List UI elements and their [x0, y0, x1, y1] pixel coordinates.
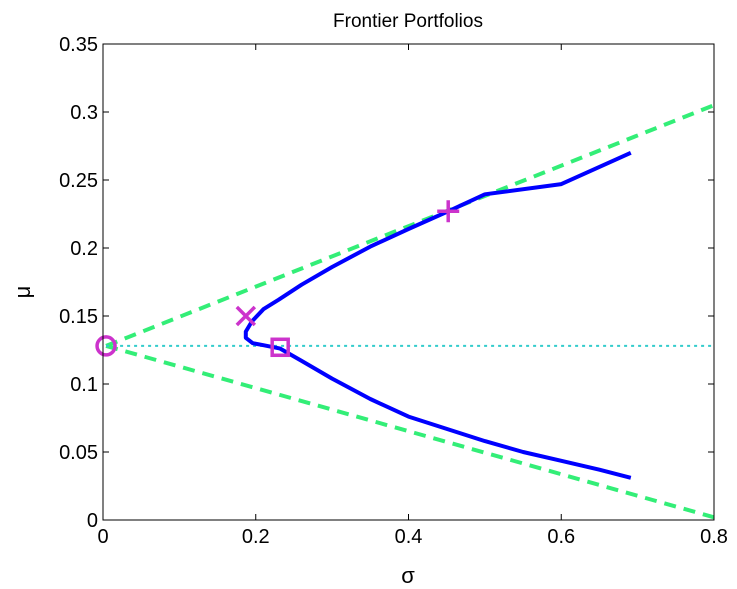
x-axis-label: σ — [401, 563, 415, 588]
x-tick-label: 0.4 — [395, 526, 423, 548]
y-tick-label: 0.25 — [59, 170, 98, 192]
y-tick-label: 0.3 — [70, 102, 98, 124]
series-solid-line — [243, 150, 632, 480]
x-tick-label: 0.2 — [242, 526, 270, 548]
marker-layer — [95, 200, 460, 358]
marker-square — [270, 337, 290, 358]
series-dashed-line — [105, 343, 715, 520]
marker-plus — [437, 200, 460, 223]
marker-x — [235, 305, 257, 327]
series-layer — [105, 103, 715, 520]
plot-frame — [102, 43, 715, 521]
series-dashed-line — [105, 103, 715, 348]
chart-title: Frontier Portfolios — [333, 11, 483, 32]
y-tick-label: 0 — [87, 510, 98, 532]
y-tick-label: 0.05 — [59, 442, 98, 464]
y-tick-label: 0.2 — [70, 238, 98, 260]
axis-ticks: 0 0.2 0.4 0.6 0.8 0 0.05 0.1 0.15 0.2 0.25 0.3 0.35 — [59, 34, 728, 548]
y-tick-label: 0.1 — [70, 374, 98, 396]
x-tick-label: 0.6 — [547, 526, 575, 548]
marker-circle — [95, 335, 117, 357]
x-tick-label: 0.8 — [700, 526, 728, 548]
y-axis-label: μ — [10, 286, 35, 299]
plot-background — [103, 44, 714, 520]
y-tick-label: 0.35 — [59, 34, 98, 56]
y-tick-label: 0.15 — [59, 306, 98, 328]
x-tick-label: 0 — [97, 526, 108, 548]
